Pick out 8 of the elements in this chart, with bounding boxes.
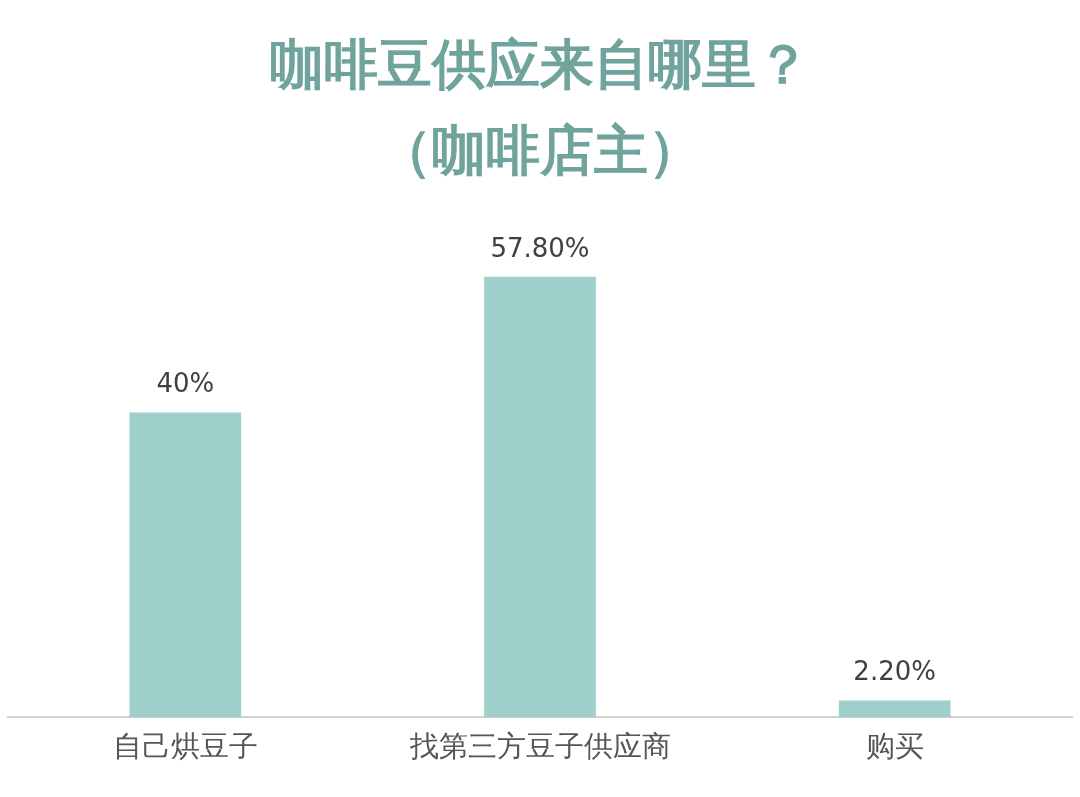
data-label: 2.20% bbox=[853, 656, 936, 687]
data-label: 57.80% bbox=[490, 232, 590, 263]
x-tick-label: 自己烘豆子 bbox=[112, 729, 258, 764]
data-label: 40% bbox=[156, 368, 215, 399]
chart-title: 咖啡豆供应来自哪里？ bbox=[269, 32, 811, 98]
x-tick-label: 购买 bbox=[865, 729, 924, 764]
chart-subtitle: （咖啡店主） bbox=[377, 118, 703, 184]
x-tick-label: 找第三方豆子供应商 bbox=[408, 729, 671, 764]
